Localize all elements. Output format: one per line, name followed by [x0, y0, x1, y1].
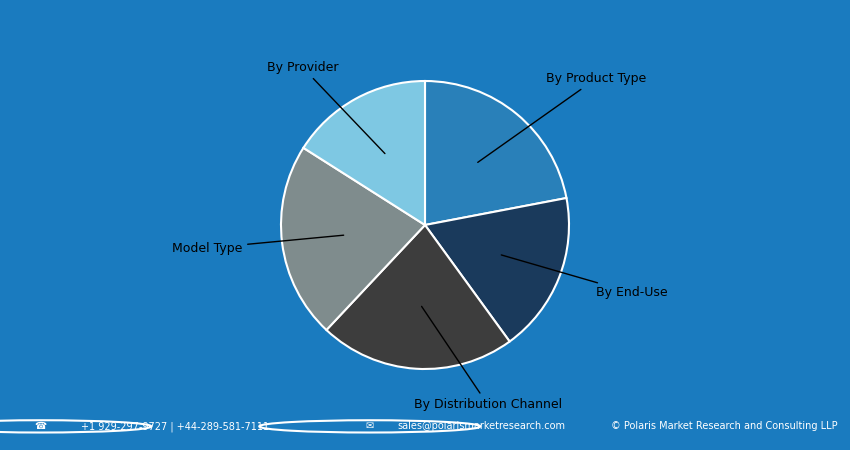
Text: Model Type: Model Type — [172, 235, 343, 255]
Text: ✉: ✉ — [366, 421, 374, 432]
Wedge shape — [326, 225, 510, 369]
Text: By Provider: By Provider — [267, 61, 385, 153]
Text: By End-Use: By End-Use — [502, 255, 668, 299]
Text: sales@polarismarketresearch.com: sales@polarismarketresearch.com — [398, 421, 566, 432]
Wedge shape — [425, 198, 569, 342]
Wedge shape — [281, 148, 425, 330]
Text: By Distribution Channel: By Distribution Channel — [414, 306, 562, 411]
Text: +1 929-297-9727 | +44-289-581-7111: +1 929-297-9727 | +44-289-581-7111 — [81, 421, 269, 432]
Text: ☎: ☎ — [35, 421, 47, 432]
Wedge shape — [425, 81, 566, 225]
Text: Microinsurance Market By Segmentation: Microinsurance Market By Segmentation — [185, 40, 665, 59]
Text: By Product Type: By Product Type — [478, 72, 646, 162]
Text: © Polaris Market Research and Consulting LLP: © Polaris Market Research and Consulting… — [610, 421, 837, 432]
Wedge shape — [303, 81, 425, 225]
